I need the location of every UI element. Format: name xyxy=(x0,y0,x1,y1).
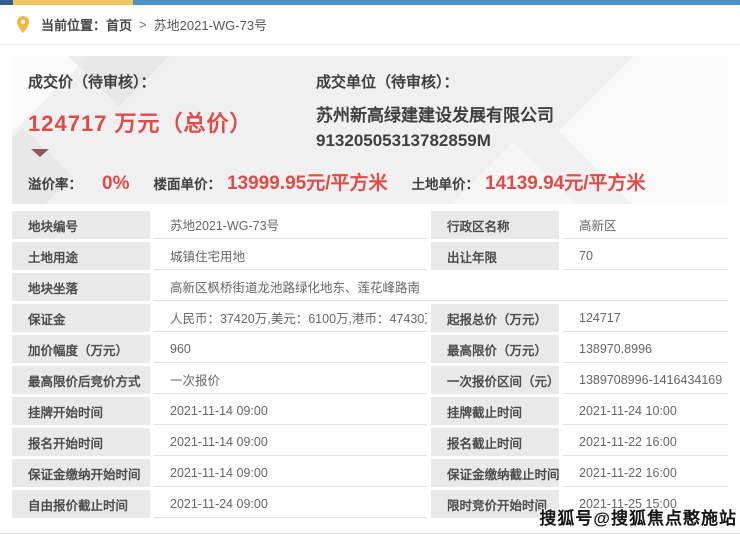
row-value: 2021-11-14 09:00 xyxy=(154,459,427,487)
row-label: 保证金缴纳截止时间 xyxy=(431,459,559,487)
table-row: 地块坐落 高新区枫桥街道龙池路绿化地东、莲花峰路南 xyxy=(12,273,728,301)
breadcrumb-label: 当前位置： xyxy=(41,18,107,33)
floor-unit-price-value: 13999.95元/平方米 xyxy=(226,173,388,194)
row-label: 自由报价截止时间 xyxy=(12,490,150,518)
row-value: 2021-11-24 09:00 xyxy=(154,490,427,518)
table-row: 土地用途 城镇住宅用地 出让年限 70 xyxy=(12,242,728,270)
land-unit-price-label: 土地单价： xyxy=(411,177,480,192)
row-label: 保证金缴纳开始时间 xyxy=(12,459,150,487)
row-label: 地块坐落 xyxy=(12,273,150,301)
premium-rate-value: 0% xyxy=(102,173,130,194)
row-value: 2021-11-22 16:00 xyxy=(563,459,728,487)
row-label: 土地用途 xyxy=(12,242,150,270)
table-row: 保证金缴纳开始时间 2021-11-14 09:00 保证金缴纳截止时间 2021-1… xyxy=(12,459,728,487)
row-value: 人民币：37420万,美元：6100万,港币：47430万 xyxy=(154,304,427,332)
table-row: 保证金 人民币：37420万,美元：6100万,港币：47430万 起报总价（万元）… xyxy=(12,304,728,332)
row-label: 报名截止时间 xyxy=(431,428,559,456)
breadcrumb-home-link[interactable]: 首页 xyxy=(106,18,133,33)
row-value: 高新区 xyxy=(563,211,728,239)
row-value: 2021-11-22 16:00 xyxy=(563,428,728,456)
row-value: 苏地2021-WG-73号 xyxy=(154,211,427,239)
accent-segment-dark-blue xyxy=(0,0,13,5)
deal-unit-code: 91320505313782859M xyxy=(316,131,491,150)
row-value: 2021-11-14 09:00 xyxy=(154,428,427,456)
row-value: 70 xyxy=(563,242,728,270)
premium-rate-label: 溢价率： xyxy=(28,177,82,192)
row-value: 124717 xyxy=(563,304,728,332)
row-label: 最高限价后竞价方式 xyxy=(12,366,150,394)
land-unit-price-value: 14139.94元/平方米 xyxy=(485,173,646,194)
top-accent-bar xyxy=(0,0,740,5)
table-row: 最高限价后竞价方式 一次报价 一次报价区间（元） 1389708996-1416434… xyxy=(12,366,728,394)
row-label: 挂牌截止时间 xyxy=(431,397,559,425)
floor-unit-price-label: 楼面单价： xyxy=(153,177,221,192)
row-label: 出让年限 xyxy=(431,242,559,270)
row-label: 行政区名称 xyxy=(431,211,559,239)
row-label: 地块编号 xyxy=(12,211,150,239)
deal-summary-panel: 成交价（待审核）： 124717 万元（总价） 成交单位（待审核）： 苏州新高绿… xyxy=(12,56,728,204)
row-value: 高新区枫桥街道龙池路绿化地东、莲花峰路南 xyxy=(154,273,728,301)
row-label: 一次报价区间（元） xyxy=(431,366,559,394)
breadcrumb: 当前位置： 首页 > 苏地2021-WG-73号 xyxy=(0,5,740,45)
deal-unit-label: 成交单位（待审核）： xyxy=(316,74,459,91)
deal-price-value: 124717 万元（总价） xyxy=(28,111,253,136)
table-row: 挂牌开始时间 2021-11-14 09:00 挂牌截止时间 2021-11-24 1… xyxy=(12,397,728,425)
row-label: 限时竞价开始时间 xyxy=(431,490,559,518)
row-value: 2021-11-14 09:00 xyxy=(154,397,427,425)
row-value: 一次报价 xyxy=(154,366,427,394)
row-label: 加价幅度（万元） xyxy=(12,335,150,363)
row-label: 最高限价（万元） xyxy=(431,335,559,363)
table-row: 报名开始时间 2021-11-14 09:00 报名截止时间 2021-11-22 1… xyxy=(12,428,728,456)
deal-unit-name: 苏州新高绿建建设发展有限公司 xyxy=(316,106,554,125)
table-row: 自由报价截止时间 2021-11-24 09:00 限时竞价开始时间 2021-11-… xyxy=(12,490,728,518)
accent-segment-blue xyxy=(133,0,740,5)
row-value: 2021-11-25 15:00 xyxy=(563,490,728,518)
row-value: 2021-11-24 10:00 xyxy=(563,397,728,425)
main-content: 成交价（待审核）： 124717 万元（总价） 成交单位（待审核）： 苏州新高绿… xyxy=(12,56,728,518)
table-row: 加价幅度（万元） 960 最高限价（万元） 138970.8996 xyxy=(12,335,728,363)
location-pin-icon xyxy=(17,16,29,33)
row-label: 起报总价（万元） xyxy=(431,304,559,332)
triangle-decoration xyxy=(31,149,49,157)
deal-price-label: 成交价（待审核）： xyxy=(28,74,156,91)
land-info-table: 地块编号 苏地2021-WG-73号 行政区名称 高新区 土地用途 城镇住宅用地 出让年限 7… xyxy=(12,211,728,518)
row-label: 保证金 xyxy=(12,304,150,332)
watermark: 搜狐号@搜狐焦点憨施站 xyxy=(539,509,737,528)
row-value: 城镇住宅用地 xyxy=(154,242,427,270)
row-value: 1389708996-1416434169 xyxy=(563,366,728,394)
row-value: 138970.8996 xyxy=(563,335,728,363)
row-value: 960 xyxy=(154,335,427,363)
table-row: 地块编号 苏地2021-WG-73号 行政区名称 高新区 xyxy=(12,211,728,239)
accent-segment-yellow xyxy=(13,0,133,5)
row-label: 报名开始时间 xyxy=(12,428,150,456)
breadcrumb-current-page: 苏地2021-WG-73号 xyxy=(153,18,268,33)
breadcrumb-separator: > xyxy=(139,17,147,32)
row-label: 挂牌开始时间 xyxy=(12,397,150,425)
